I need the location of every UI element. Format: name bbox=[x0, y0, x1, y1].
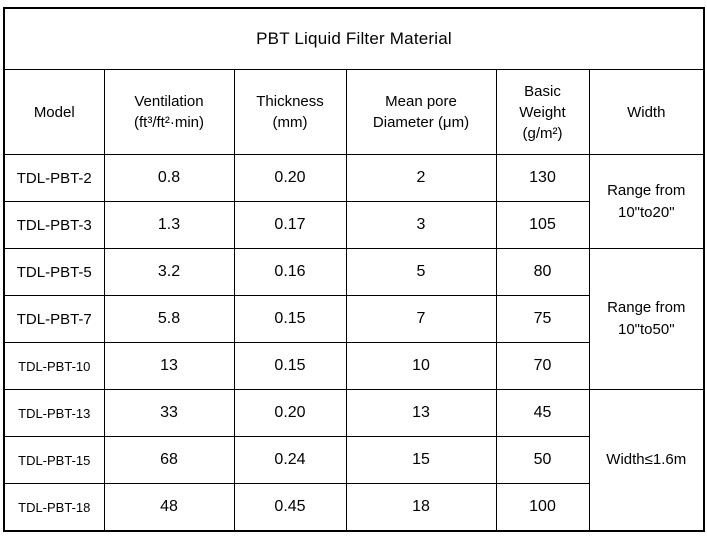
thickness-cell: 0.45 bbox=[233, 483, 347, 532]
table-row: TDL-PBT-15 68 0.24 15 50 bbox=[3, 436, 704, 484]
title-row: PBT Liquid Filter Material bbox=[3, 7, 705, 70]
thickness-cell: 0.20 bbox=[233, 154, 347, 202]
ventilation-cell: 13 bbox=[103, 342, 235, 390]
model-cell: TDL-PBT-10 bbox=[3, 342, 105, 390]
table-row: TDL-PBT-5 3.2 0.16 5 80 Range from 10"to… bbox=[3, 248, 705, 390]
model-cell: TDL-PBT-7 bbox=[3, 295, 105, 343]
thickness-cell: 0.24 bbox=[233, 436, 347, 484]
column-header-row: Model Ventilation (ft³/ft²·min) Thicknes… bbox=[3, 69, 705, 155]
thickness-cell: 0.15 bbox=[233, 342, 347, 390]
pore-diameter-cell: 15 bbox=[345, 436, 497, 484]
col-header-thickness-unit: (mm) bbox=[272, 114, 308, 131]
thickness-cell: 0.15 bbox=[233, 295, 347, 343]
col-header-thickness-label: Thickness bbox=[256, 93, 324, 110]
model-cell: TDL-PBT-2 bbox=[3, 154, 105, 202]
thickness-cell: 0.20 bbox=[233, 389, 347, 437]
col-header-thickness: Thickness (mm) bbox=[233, 69, 347, 155]
thickness-cell: 0.17 bbox=[233, 201, 347, 249]
basic-weight-cell: 105 bbox=[495, 201, 590, 249]
table-row: TDL-PBT-3 1.3 0.17 3 105 bbox=[3, 201, 704, 249]
basic-weight-cell: 70 bbox=[495, 342, 590, 390]
pore-diameter-cell: 18 bbox=[345, 483, 497, 532]
col-header-width-label: Width bbox=[627, 103, 666, 121]
ventilation-cell: 33 bbox=[103, 389, 235, 437]
pore-diameter-cell: 13 bbox=[345, 389, 497, 437]
width-group-cell: Width≤1.6m bbox=[588, 389, 705, 532]
col-header-basic-weight: Basic Weight (g/m²) bbox=[495, 69, 590, 155]
col-header-ventilation: Ventilation (ft³/ft²·min) bbox=[103, 69, 235, 155]
col-header-ventilation-label: Ventilation bbox=[134, 93, 204, 110]
table-row: TDL-PBT-7 5.8 0.15 7 75 bbox=[3, 295, 704, 343]
col-header-model-label: Model bbox=[33, 103, 75, 121]
ventilation-cell: 48 bbox=[103, 483, 235, 532]
ventilation-cell: 68 bbox=[103, 436, 235, 484]
pore-diameter-cell: 7 bbox=[345, 295, 497, 343]
col-header-ventilation-unit: (ft³/ft²·min) bbox=[134, 114, 204, 131]
pore-diameter-cell: 10 bbox=[345, 342, 497, 390]
col-header-mean-pore-line2: Diameter (μm) bbox=[372, 114, 470, 131]
pbt-filter-spec-table: PBT Liquid Filter Material Model Ventila… bbox=[3, 7, 705, 532]
pore-diameter-cell: 5 bbox=[345, 248, 497, 296]
pore-diameter-cell: 2 bbox=[345, 154, 497, 202]
model-cell: TDL-PBT-13 bbox=[3, 389, 105, 437]
basic-weight-cell: 50 bbox=[495, 436, 590, 484]
ventilation-cell: 5.8 bbox=[103, 295, 235, 343]
basic-weight-cell: 45 bbox=[495, 389, 590, 437]
model-cell: TDL-PBT-18 bbox=[3, 483, 105, 532]
table-row: TDL-PBT-10 13 0.15 10 70 bbox=[3, 342, 704, 390]
model-cell: TDL-PBT-3 bbox=[3, 201, 105, 249]
thickness-cell: 0.16 bbox=[233, 248, 347, 296]
width-group-cell: Range from 10"to20" bbox=[588, 154, 705, 249]
table-row: TDL-PBT-18 48 0.45 18 100 bbox=[3, 483, 704, 532]
pore-diameter-cell: 3 bbox=[345, 201, 497, 249]
col-header-model: Model bbox=[3, 69, 105, 155]
col-header-basic-weight-line1: Basic bbox=[524, 82, 561, 100]
ventilation-cell: 3.2 bbox=[103, 248, 235, 296]
model-cell: TDL-PBT-5 bbox=[3, 248, 105, 296]
col-header-basic-weight-unit: (g/m²) bbox=[522, 124, 563, 142]
table-title: PBT Liquid Filter Material bbox=[3, 7, 705, 70]
col-header-width: Width bbox=[588, 69, 705, 155]
ventilation-cell: 1.3 bbox=[103, 201, 235, 249]
table-row: TDL-PBT-2 0.8 0.20 2 130 Range from 10"t… bbox=[3, 154, 705, 249]
basic-weight-cell: 80 bbox=[495, 248, 590, 296]
basic-weight-cell: 100 bbox=[495, 483, 590, 532]
table-row: TDL-PBT-13 33 0.20 13 45 Width≤1.6m bbox=[3, 389, 705, 532]
col-header-mean-pore-line1: Mean pore bbox=[385, 93, 457, 110]
col-header-mean-pore-diameter: Mean pore Diameter (μm) bbox=[345, 69, 497, 155]
col-header-basic-weight-line2: Weight bbox=[519, 103, 566, 121]
basic-weight-cell: 130 bbox=[495, 154, 590, 202]
width-group-cell: Range from 10"to50" bbox=[588, 248, 705, 390]
basic-weight-cell: 75 bbox=[495, 295, 590, 343]
model-cell: TDL-PBT-15 bbox=[3, 436, 105, 484]
ventilation-cell: 0.8 bbox=[103, 154, 235, 202]
